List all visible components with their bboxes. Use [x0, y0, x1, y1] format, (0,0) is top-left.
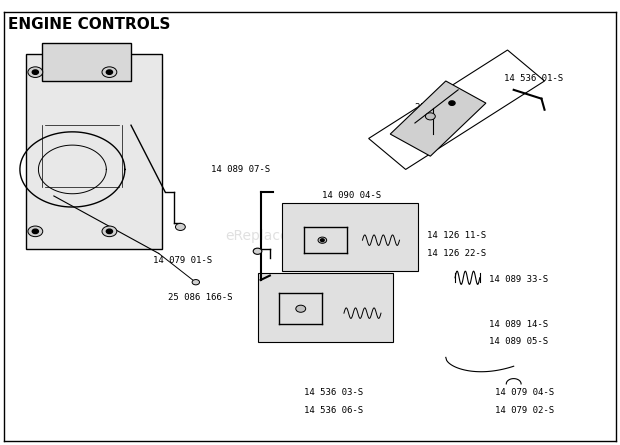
FancyBboxPatch shape	[257, 273, 393, 342]
Polygon shape	[390, 81, 486, 156]
Circle shape	[106, 229, 112, 234]
Circle shape	[192, 279, 200, 285]
Text: 14 089 33-S: 14 089 33-S	[489, 275, 548, 284]
Text: 25 086 166-S: 25 086 166-S	[168, 293, 232, 302]
FancyBboxPatch shape	[282, 202, 418, 271]
Circle shape	[253, 248, 262, 255]
Text: 14 079 01-S: 14 079 01-S	[153, 255, 212, 265]
Text: 14 090 04-S: 14 090 04-S	[322, 191, 381, 200]
Circle shape	[102, 67, 117, 77]
Text: 14 536 01-S: 14 536 01-S	[505, 74, 564, 83]
Circle shape	[102, 226, 117, 237]
Text: 14 090 12-S: 14 090 12-S	[322, 209, 381, 218]
Text: 25 086 165-S: 25 086 165-S	[415, 103, 479, 112]
Text: 14 079 02-S: 14 079 02-S	[495, 406, 554, 415]
FancyBboxPatch shape	[115, 70, 162, 99]
Text: eReplacementParts.com: eReplacementParts.com	[226, 229, 394, 243]
Text: 14 126 11-S: 14 126 11-S	[427, 231, 487, 240]
Circle shape	[318, 237, 327, 243]
Text: 14 089 14-S: 14 089 14-S	[489, 320, 548, 329]
Text: 14 089 05-S: 14 089 05-S	[489, 337, 548, 346]
Circle shape	[296, 305, 306, 312]
Text: 14 079 04-S: 14 079 04-S	[495, 388, 554, 397]
Circle shape	[449, 101, 455, 105]
Text: 14 089 07-S: 14 089 07-S	[211, 165, 270, 174]
Circle shape	[175, 223, 185, 231]
Text: ENGINE CONTROLS: ENGINE CONTROLS	[7, 17, 170, 32]
Circle shape	[28, 67, 43, 77]
Circle shape	[32, 70, 38, 74]
FancyBboxPatch shape	[26, 54, 162, 249]
Circle shape	[28, 226, 43, 237]
Text: 14 126 22-S: 14 126 22-S	[427, 249, 487, 258]
Circle shape	[32, 229, 38, 234]
Circle shape	[425, 113, 435, 120]
Text: M-641060-S: M-641060-S	[322, 240, 376, 249]
Text: 14 536 06-S: 14 536 06-S	[304, 406, 363, 415]
FancyBboxPatch shape	[42, 44, 131, 81]
Circle shape	[106, 70, 112, 74]
Circle shape	[321, 239, 324, 242]
Text: 14 536 03-S: 14 536 03-S	[304, 388, 363, 397]
